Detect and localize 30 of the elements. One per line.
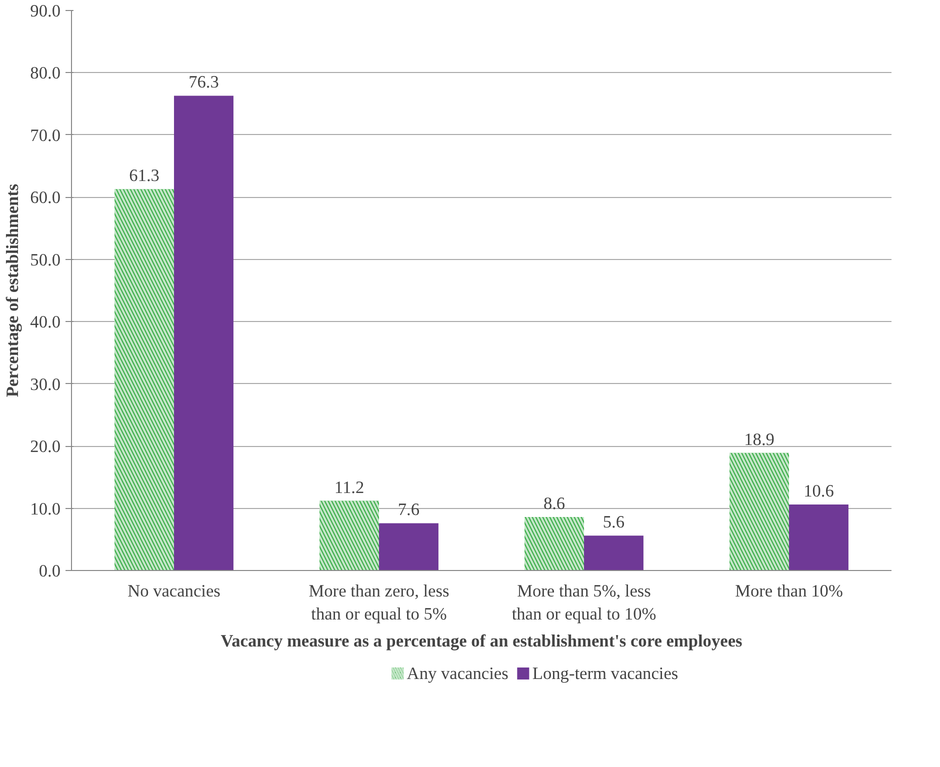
- legend-label: Long-term vacancies: [532, 664, 678, 683]
- y-tick-label: 30.0: [30, 374, 61, 394]
- legend-label: Any vacancies: [406, 664, 509, 683]
- x-tick-label: More than 5%, less than or equal to 10%: [512, 582, 656, 624]
- y-tick-label: 80.0: [30, 64, 61, 83]
- x-tick-label: More than 10%: [735, 582, 843, 600]
- x-tick-label: More than zero, less than or equal to 5%: [308, 582, 450, 624]
- bar: [584, 536, 644, 570]
- data-label: 61.3: [129, 166, 160, 186]
- y-tick-label: 40.0: [30, 312, 61, 332]
- y-tick-label: 20.0: [30, 437, 61, 456]
- bar: [174, 96, 234, 570]
- y-axis-title: Percentage of establishments: [3, 184, 22, 398]
- bar: [789, 504, 848, 570]
- y-tick-label: 0.0: [38, 562, 61, 580]
- y-tick-label: 60.0: [30, 188, 61, 208]
- data-label: 76.3: [188, 72, 219, 92]
- y-tick-label: 90.0: [30, 2, 61, 20]
- y-tick-label: 70.0: [30, 126, 61, 145]
- y-tick-label: 50.0: [30, 250, 61, 270]
- data-label: 11.2: [334, 478, 364, 497]
- bar: [379, 523, 438, 570]
- x-tick-label: No vacancies: [128, 582, 221, 600]
- data-label: 7.6: [398, 500, 420, 520]
- data-label: 5.6: [602, 512, 625, 532]
- y-tick-label: 10.0: [30, 499, 61, 518]
- data-label: 8.6: [543, 494, 566, 513]
- data-label: 10.6: [804, 482, 834, 501]
- data-label: 18.9: [744, 430, 774, 449]
- x-axis-title: Vacancy measure as a percentage of an establishment's core employees: [220, 631, 743, 650]
